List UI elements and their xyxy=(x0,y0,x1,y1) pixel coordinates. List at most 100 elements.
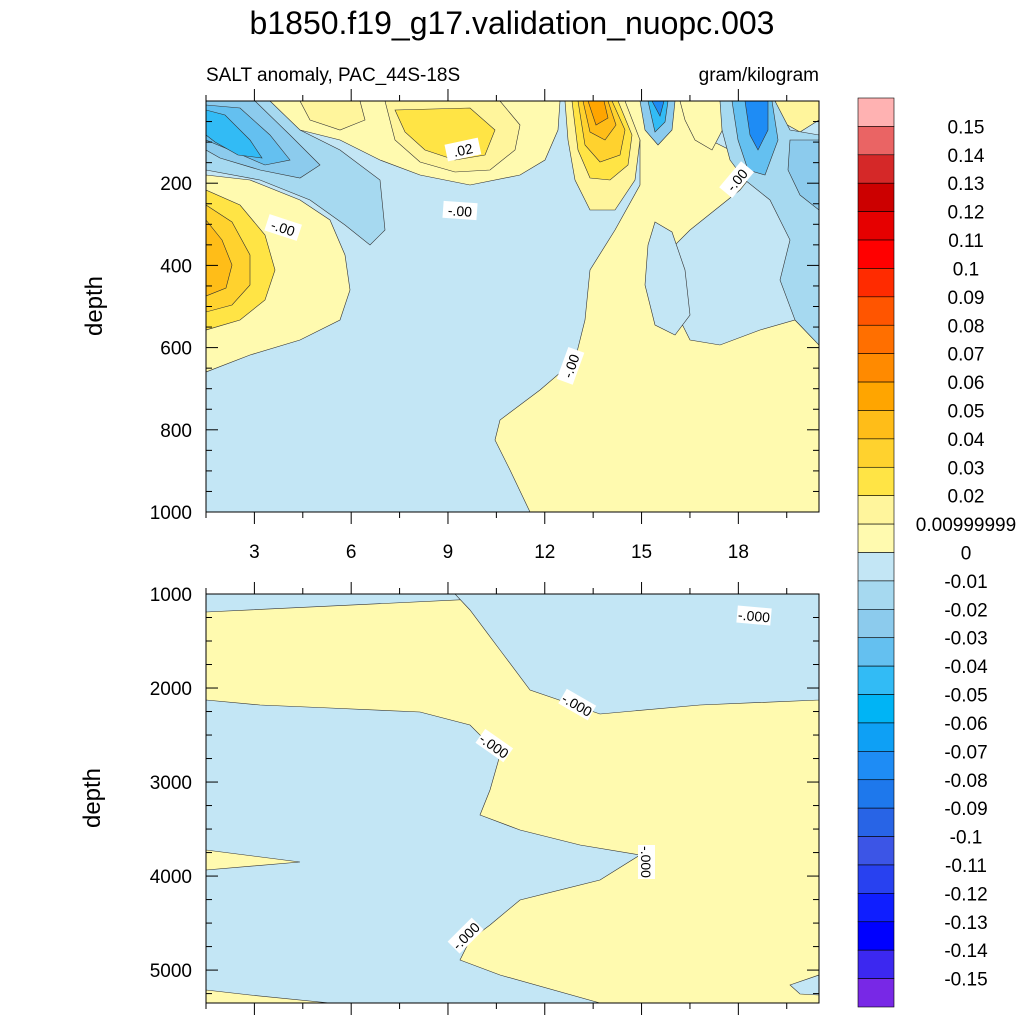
colorbar-label: 0.03 xyxy=(948,458,985,479)
upper-contour-labels: .02-.00-.00-.00-.00 xyxy=(264,137,755,385)
contour-label: -.00 xyxy=(556,346,585,385)
contour-label: .02 xyxy=(444,137,482,162)
colorbar-label: 0.1 xyxy=(953,259,979,280)
colorbar-label: -0.14 xyxy=(944,941,988,962)
colorbar-swatch xyxy=(857,182,895,212)
colorbar-swatch xyxy=(857,466,895,496)
colorbar-swatch xyxy=(857,807,895,837)
contour-label: -.00 xyxy=(264,214,302,241)
svg-text:.02: .02 xyxy=(452,140,475,160)
lower-contour-fill xyxy=(206,594,819,1003)
x-tick-label: 3 xyxy=(249,542,260,563)
colorbar-swatch xyxy=(857,239,895,269)
colorbar-label: -0.15 xyxy=(944,970,987,991)
colorbar-label: -0.06 xyxy=(944,714,987,735)
colorbar-swatch xyxy=(857,126,895,156)
colorbar-swatch xyxy=(857,609,895,639)
lower-y-axis: 1000 2000 3000 4000 5000 xyxy=(150,585,819,995)
colorbar-swatch xyxy=(857,864,895,894)
colorbar-label: 0.02 xyxy=(948,487,985,508)
colorbar-swatch xyxy=(857,495,895,525)
colorbar-swatch xyxy=(857,722,895,752)
y-tick-label: 400 xyxy=(160,256,192,277)
chart-title: b1850.f19_g17.validation_nuopc.003 xyxy=(250,5,775,41)
colorbar-label: 0.11 xyxy=(948,231,984,252)
colorbar-label: -0.04 xyxy=(944,657,988,678)
y-tick-label: 2000 xyxy=(150,679,192,700)
colorbar-label: -0.12 xyxy=(944,884,987,905)
colorbar-label: -0.11 xyxy=(945,856,987,877)
colorbar-label: 0.08 xyxy=(948,316,985,337)
colorbar-label: -0.05 xyxy=(944,686,987,707)
y-tick-label: 200 xyxy=(160,174,192,195)
y-tick-label: 800 xyxy=(160,421,192,442)
contour-label: -.000 xyxy=(638,845,655,879)
colorbar-label: 0.07 xyxy=(948,345,985,366)
colorbar-swatch xyxy=(857,751,895,781)
colorbar-label: -0.09 xyxy=(944,799,987,820)
colorbar-swatch xyxy=(857,211,895,241)
x-tick-label: 6 xyxy=(346,542,357,563)
colorbar-swatch xyxy=(857,665,895,695)
colorbar-swatch xyxy=(857,921,895,951)
colorbar-label: 0.15 xyxy=(948,117,985,138)
colorbar-swatch xyxy=(857,949,895,979)
colorbar-label: 0.04 xyxy=(948,430,985,451)
colorbar-label: 0.06 xyxy=(948,373,985,394)
colorbar-label: 0.13 xyxy=(948,174,985,195)
colorbar-swatch xyxy=(857,836,895,866)
y-tick-label: 600 xyxy=(160,339,192,360)
colorbar-label: 0.14 xyxy=(948,146,985,167)
colorbar-label: -0.13 xyxy=(944,913,987,934)
colorbar-label: 0 xyxy=(961,544,972,565)
colorbar-swatch xyxy=(857,353,895,383)
colorbar-swatch xyxy=(857,978,895,1008)
colorbar-swatch xyxy=(857,154,895,184)
svg-text:-.00: -.00 xyxy=(447,202,472,220)
colorbar-swatch xyxy=(857,296,895,326)
contour-label: -.000 xyxy=(736,605,772,626)
y-tick-label: 3000 xyxy=(150,773,192,794)
lower-ylabel: depth xyxy=(79,768,106,828)
colorbar-swatch xyxy=(857,694,895,724)
upper-y-axis: 200 400 600 800 1000 xyxy=(150,100,819,524)
colorbar-label: 0.12 xyxy=(948,203,985,224)
upper-contour-fill xyxy=(206,101,819,512)
colorbar-label: -0.08 xyxy=(944,771,987,792)
y-tick-label: 1000 xyxy=(150,503,192,524)
upper-ylabel: depth xyxy=(81,276,108,336)
colorbar: 0.15 0.14 0.13 0.12 0.11 0.1 0.09 0.08 0.07 0.06 0… xyxy=(857,97,1016,1008)
colorbar-label: 0.09 xyxy=(948,288,985,309)
colorbar-swatch xyxy=(857,97,895,127)
upper-x-axis: 3 6 9 12 15 18 xyxy=(205,89,788,563)
y-tick-label: 5000 xyxy=(150,961,192,982)
x-tick-label: 15 xyxy=(631,542,652,563)
colorbar-swatch xyxy=(857,438,895,468)
svg-text:-.000: -.000 xyxy=(737,607,770,626)
colorbar-swatch xyxy=(857,893,895,923)
chart-subtitle-left: SALT anomaly, PAC_44S-18S xyxy=(206,65,460,86)
svg-text:-.000: -.000 xyxy=(638,846,654,878)
colorbar-label: 0.00999999 xyxy=(916,515,1016,536)
colorbar-label: -0.02 xyxy=(944,600,987,621)
chart-units: gram/kilogram xyxy=(699,65,819,86)
svg-text:-.00: -.00 xyxy=(559,352,582,380)
colorbar-swatch xyxy=(857,779,895,809)
colorbar-swatch xyxy=(857,268,895,298)
colorbar-swatch xyxy=(857,381,895,411)
colorbar-label: -0.03 xyxy=(944,629,987,650)
colorbar-swatch xyxy=(857,580,895,610)
colorbar-swatch xyxy=(857,523,895,553)
colorbar-swatch xyxy=(857,324,895,354)
x-tick-label: 9 xyxy=(443,542,454,563)
y-tick-label: 4000 xyxy=(150,867,192,888)
contour-label: -.00 xyxy=(442,200,478,221)
colorbar-swatch xyxy=(857,552,895,582)
lower-plot-frame xyxy=(205,593,820,1004)
upper-panel: 200 400 600 800 1000 3 6 9 12 15 18 .02 -.00 -.00 -.… xyxy=(81,89,820,563)
lower-x-axis xyxy=(205,582,788,1015)
colorbar-label: -0.01 xyxy=(944,572,987,593)
svg-text:-.00: -.00 xyxy=(269,217,297,240)
